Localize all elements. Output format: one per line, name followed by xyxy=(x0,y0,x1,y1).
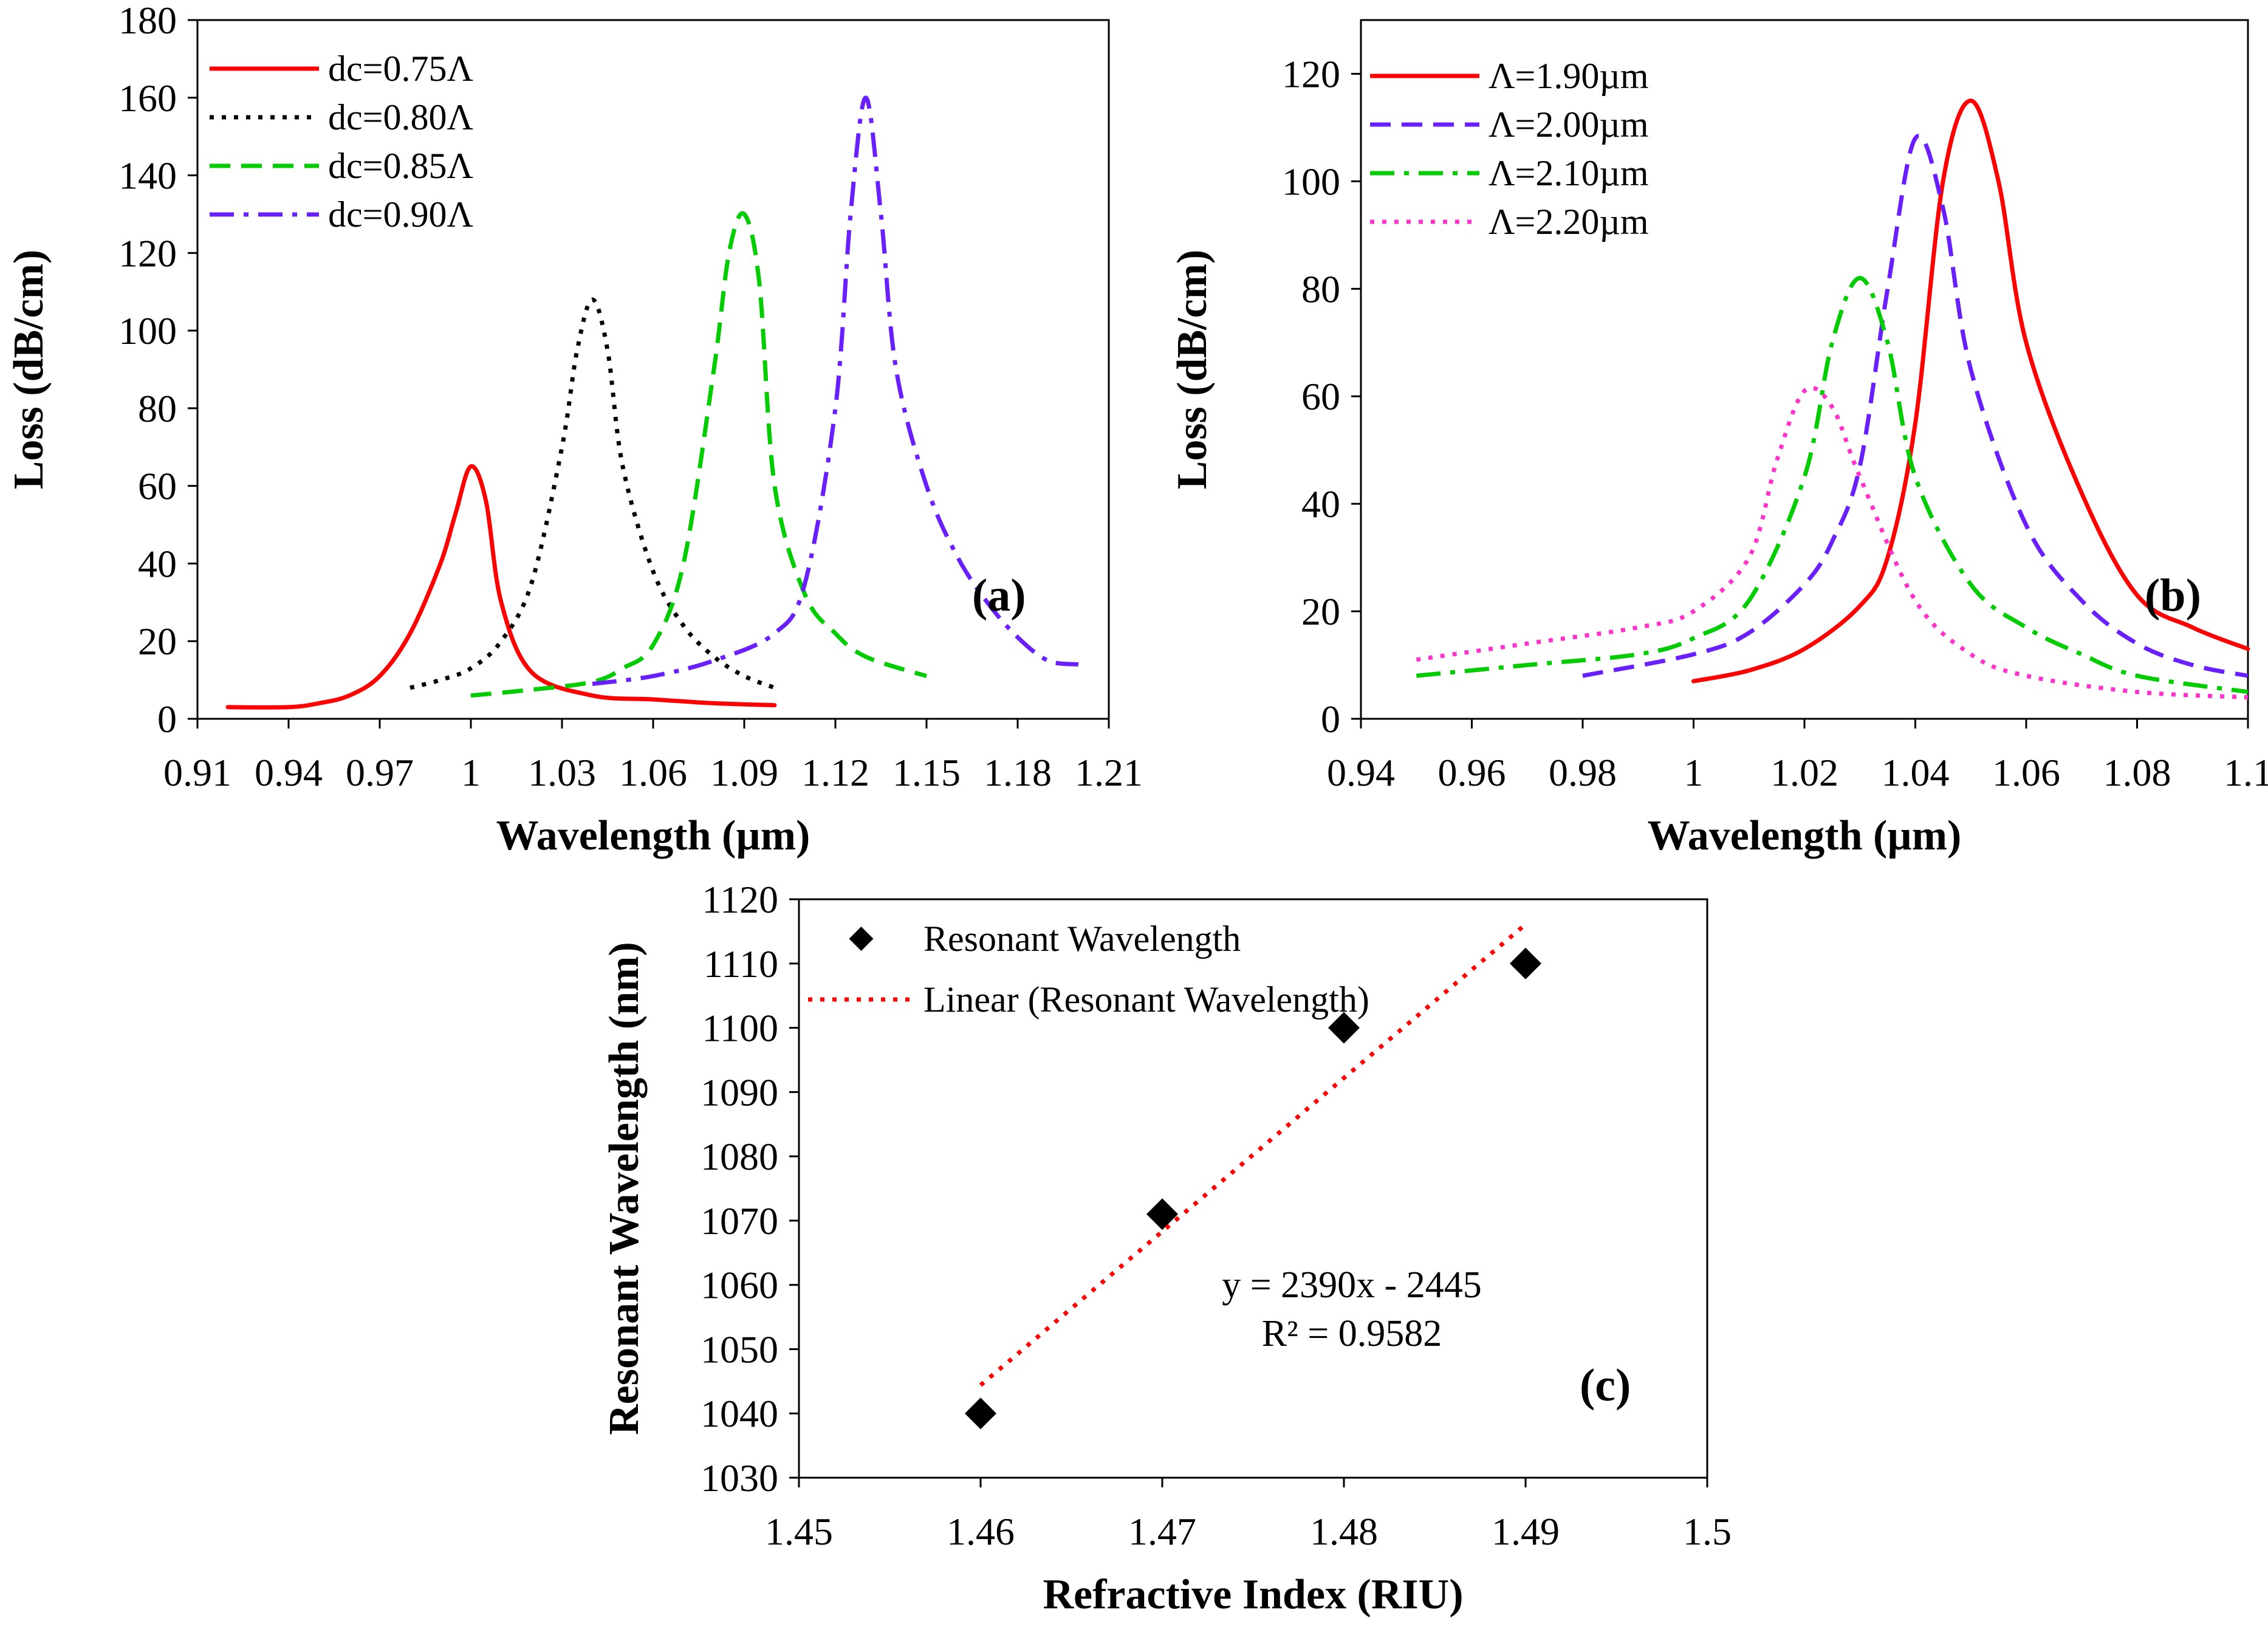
series-line xyxy=(1582,134,2249,678)
y-tick-label: 1110 xyxy=(704,942,778,986)
x-tick-label: 1.49 xyxy=(1492,1510,1560,1553)
data-point xyxy=(1328,1012,1360,1044)
y-tick-label: 1100 xyxy=(702,1007,778,1050)
legend-label: dc=0.85Λ xyxy=(328,146,473,186)
series-line xyxy=(1691,98,2250,684)
x-tick-label: 0.94 xyxy=(255,751,323,794)
y-tick-label: 1080 xyxy=(701,1135,778,1178)
x-axis-label: Wavelength (µm) xyxy=(496,812,810,859)
y-tick-label: 1050 xyxy=(701,1328,778,1371)
x-tick-label: 1.08 xyxy=(2103,751,2171,794)
y-tick-label: 180 xyxy=(118,0,177,42)
series-line xyxy=(1416,276,2249,694)
chart-b: 0.94 0.96 0.98 1 1.02 1.04 1.06 1.08 1.1 0 20 40 60 8… xyxy=(1169,19,2268,859)
y-axis-label: Loss (dB/cm) xyxy=(5,250,52,490)
x-tick-label: 1.06 xyxy=(1992,751,2060,794)
y-tick-label: 1070 xyxy=(701,1199,778,1243)
series-line xyxy=(409,297,776,690)
series-line xyxy=(470,211,928,698)
series-line xyxy=(592,95,1079,686)
y-tick-label: 120 xyxy=(1282,52,1340,95)
legend-label: dc=0.75Λ xyxy=(328,49,473,89)
x-tick-label: 1.12 xyxy=(801,751,869,794)
y-tick-label: 1060 xyxy=(701,1264,778,1307)
y-tick-label: 40 xyxy=(1301,482,1340,526)
y-tick-label: 60 xyxy=(1301,375,1340,418)
y-tick-label: 100 xyxy=(118,309,177,352)
y-tick-label: 160 xyxy=(118,77,177,120)
y-tick-label: 100 xyxy=(1282,160,1340,203)
y-tick-label: 140 xyxy=(118,154,177,197)
legend-label: Λ=2.00µm xyxy=(1489,105,1649,145)
y-tick-label: 120 xyxy=(118,231,177,275)
y-tick-label: 1040 xyxy=(701,1392,778,1435)
chart-c: 1.45 1.46 1.47 1.48 1.49 1.5 1030 1040 1050 1060 1… xyxy=(601,878,1732,1618)
legend-label: Linear (Resonant Wavelength) xyxy=(923,979,1369,1020)
x-tick-label: 1.15 xyxy=(892,751,961,794)
chart-a: 0.91 0.94 0.97 1 1.03 1.06 1.09 1.12 1.15 1.18 1.2… xyxy=(5,0,1143,859)
x-tick-label: 1.5 xyxy=(1683,1510,1732,1553)
trendline-equation: y = 2390x - 2445 xyxy=(1222,1264,1482,1306)
plot-frame xyxy=(798,898,1708,1479)
r-squared: R² = 0.9582 xyxy=(1262,1313,1442,1354)
y-tick-label: 1030 xyxy=(701,1456,778,1500)
y-tick-label: 80 xyxy=(1301,267,1340,310)
legend-label: dc=0.80Λ xyxy=(328,97,473,137)
x-tick-label: 0.97 xyxy=(346,751,414,794)
y-tick-label: 1090 xyxy=(701,1071,778,1114)
x-tick-label: 1.21 xyxy=(1075,751,1143,794)
x-tick-label: 1.04 xyxy=(1882,751,1950,794)
panel-label: (a) xyxy=(972,570,1026,621)
y-axis-label: Resonant Wavelength (nm) xyxy=(601,942,648,1435)
x-tick-label: 1.06 xyxy=(619,751,687,794)
x-tick-label: 1.48 xyxy=(1310,1510,1378,1553)
x-tick-label: 1.1 xyxy=(2224,751,2268,794)
y-tick-label: 20 xyxy=(1301,590,1340,633)
y-tick-label: 1120 xyxy=(702,878,778,921)
data-point xyxy=(965,1398,996,1430)
y-tick-label: 60 xyxy=(138,465,177,508)
series-line xyxy=(225,464,777,710)
x-tick-label: 0.94 xyxy=(1327,751,1395,794)
x-tick-label: 0.98 xyxy=(1549,751,1617,794)
legend-label: Resonant Wavelength xyxy=(923,919,1241,959)
x-tick-label: 1 xyxy=(1684,751,1704,794)
x-tick-label: 1.45 xyxy=(765,1510,833,1553)
x-tick-label: 0.96 xyxy=(1438,751,1506,794)
legend-marker xyxy=(849,927,874,951)
x-axis-label: Wavelength (µm) xyxy=(1648,812,1962,859)
x-tick-label: 1.03 xyxy=(528,751,596,794)
x-tick-label: 1.02 xyxy=(1770,751,1838,794)
x-tick-label: 1.09 xyxy=(710,751,778,794)
x-tick-label: 1.18 xyxy=(984,751,1052,794)
x-tick-label: 1 xyxy=(461,751,481,794)
y-tick-label: 20 xyxy=(138,620,177,663)
y-axis-label: Loss (dB/cm) xyxy=(1169,250,1216,490)
panel-label: (b) xyxy=(2145,570,2201,621)
data-point xyxy=(1146,1198,1178,1230)
legend-label: dc=0.90Λ xyxy=(328,194,473,235)
y-tick-label: 0 xyxy=(157,698,177,741)
panel-label: (c) xyxy=(1580,1360,1631,1411)
x-tick-label: 1.47 xyxy=(1128,1510,1196,1553)
x-tick-label: 1.46 xyxy=(947,1510,1015,1553)
legend-label: Λ=2.20µm xyxy=(1489,202,1649,242)
y-tick-label: 0 xyxy=(1321,698,1340,741)
x-axis-label: Refractive Index (RIU) xyxy=(1043,1571,1463,1618)
data-point xyxy=(1510,947,1541,979)
y-tick-label: 40 xyxy=(138,542,177,585)
legend-label: Λ=1.90µm xyxy=(1489,56,1649,96)
x-tick-label: 0.91 xyxy=(163,751,231,794)
legend-label: Λ=2.10µm xyxy=(1489,153,1649,193)
y-tick-label: 80 xyxy=(138,387,177,430)
